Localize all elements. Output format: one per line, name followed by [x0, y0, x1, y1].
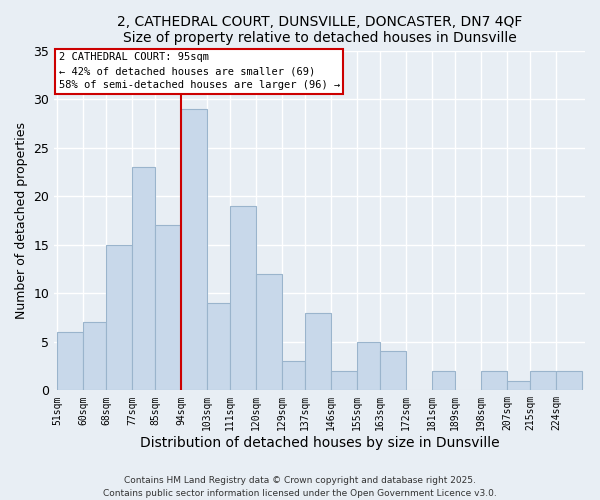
Bar: [530, 371, 556, 390]
Bar: [230, 206, 256, 390]
Bar: [57, 332, 83, 390]
Bar: [331, 371, 357, 390]
Bar: [207, 303, 230, 390]
Bar: [132, 167, 155, 390]
Bar: [282, 361, 305, 390]
Text: Contains HM Land Registry data © Crown copyright and database right 2025.
Contai: Contains HM Land Registry data © Crown c…: [103, 476, 497, 498]
Bar: [181, 109, 207, 390]
Bar: [481, 371, 507, 390]
Y-axis label: Number of detached properties: Number of detached properties: [15, 122, 28, 319]
Bar: [83, 322, 106, 390]
Bar: [256, 274, 282, 390]
Bar: [357, 342, 380, 390]
Bar: [380, 352, 406, 391]
X-axis label: Distribution of detached houses by size in Dunsville: Distribution of detached houses by size …: [140, 436, 499, 450]
Bar: [556, 371, 582, 390]
Bar: [305, 312, 331, 390]
Bar: [155, 226, 181, 390]
Bar: [432, 371, 455, 390]
Title: 2, CATHEDRAL COURT, DUNSVILLE, DONCASTER, DN7 4QF
Size of property relative to d: 2, CATHEDRAL COURT, DUNSVILLE, DONCASTER…: [117, 15, 523, 45]
Bar: [106, 244, 132, 390]
Bar: [507, 380, 530, 390]
Text: 2 CATHEDRAL COURT: 95sqm
← 42% of detached houses are smaller (69)
58% of semi-d: 2 CATHEDRAL COURT: 95sqm ← 42% of detach…: [59, 52, 340, 90]
